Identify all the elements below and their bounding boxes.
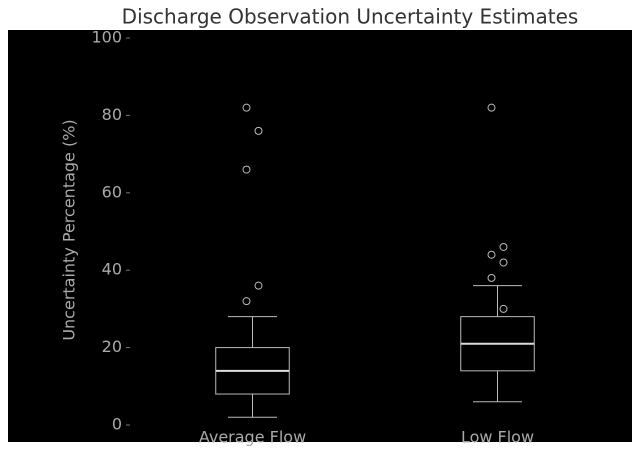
y-tick-label: 60: [102, 182, 122, 201]
y-tick-label: 20: [102, 337, 122, 356]
x-tick-label: Low Flow: [461, 428, 534, 447]
y-tick-label: 40: [102, 260, 122, 279]
y-axis-label: Uncertainty Percentage (%): [60, 119, 79, 340]
y-tick-label: 80: [102, 105, 122, 124]
page: Discharge Observation Uncertainty Estima…: [0, 0, 632, 449]
chart-title: Discharge Observation Uncertainty Estima…: [122, 5, 579, 29]
x-tick-label: Average Flow: [199, 428, 306, 447]
y-tick-label: 0: [112, 415, 122, 434]
y-tick-label: 100: [91, 28, 122, 47]
chart: Discharge Observation Uncertainty Estima…: [0, 0, 632, 449]
plot-area: [8, 30, 632, 442]
